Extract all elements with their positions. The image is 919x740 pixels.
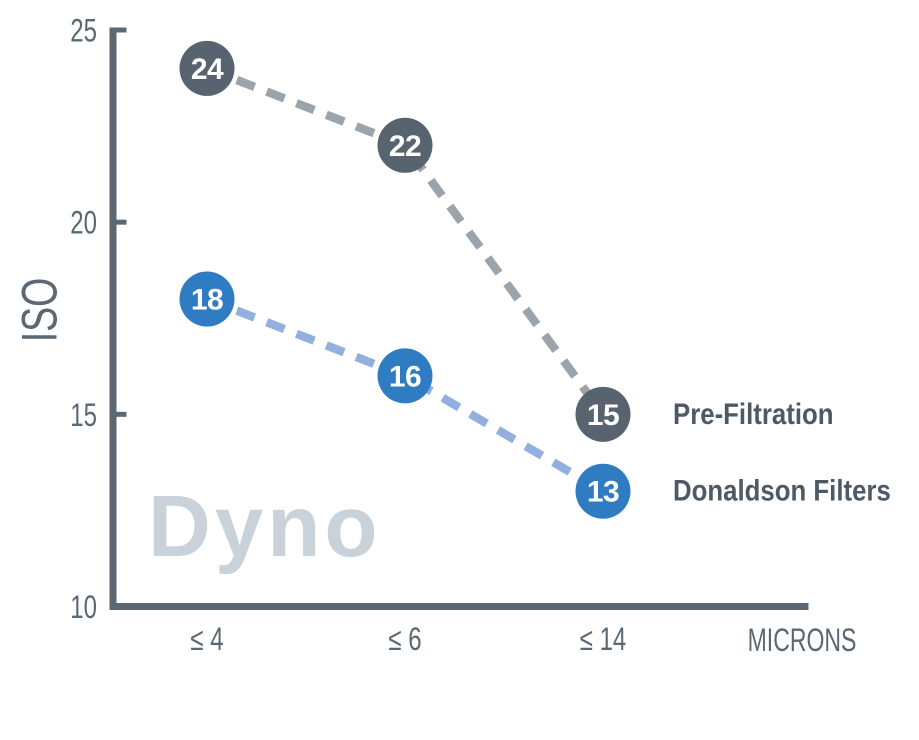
- data-point-value: 16: [389, 360, 421, 393]
- y-tick-label: 20: [70, 204, 97, 240]
- x-tick-label: ≤ 4: [190, 621, 223, 657]
- series: 18 16 13: [179, 271, 631, 519]
- series-dashed-line: [205, 64, 607, 417]
- x-tick-label: ≤ 6: [388, 621, 421, 657]
- data-point-marker: [575, 463, 631, 519]
- series-layer: 24 22 15 Pre-Filtration 18 16 13 Donaldson Filt…: [179, 40, 891, 519]
- y-tick-label: 15: [70, 396, 97, 432]
- axes: [109, 27, 809, 610]
- data-point-marker: [179, 40, 235, 96]
- x-tick-label: ≤ 14: [580, 621, 627, 657]
- y-tick-label: 10: [70, 589, 97, 625]
- series: 24 22 15: [179, 40, 631, 442]
- data-point-value: 13: [587, 476, 619, 509]
- x-axis-labels: ≤ 4 ≤ 6 ≤ 14: [190, 621, 626, 657]
- data-point-value: 18: [191, 284, 223, 317]
- y-tick-mark: [113, 219, 127, 225]
- watermark-text: Dyno: [148, 478, 382, 575]
- y-tick-mark: [113, 27, 127, 33]
- series-dashed-line: [205, 295, 606, 495]
- data-point-marker: [575, 386, 631, 442]
- y-axis-line: [109, 27, 117, 610]
- data-point-value: 15: [587, 399, 619, 432]
- data-point-marker: [377, 348, 433, 404]
- y-tick-mark: [113, 411, 127, 417]
- data-point-value: 22: [389, 130, 421, 163]
- series-label: Pre-Filtration: [673, 397, 833, 430]
- data-point-marker: [377, 117, 433, 173]
- x-axis-line: [109, 603, 809, 610]
- data-point-value: 24: [191, 53, 224, 86]
- y-axis-title: ISO: [12, 278, 67, 343]
- series-label: Donaldson Filters: [673, 474, 891, 507]
- y-axis-ticks: 25 20 15 10: [70, 12, 127, 625]
- x-axis-title: MICRONS: [748, 622, 857, 658]
- data-point-marker: [179, 271, 235, 327]
- y-tick-label: 25: [70, 12, 97, 48]
